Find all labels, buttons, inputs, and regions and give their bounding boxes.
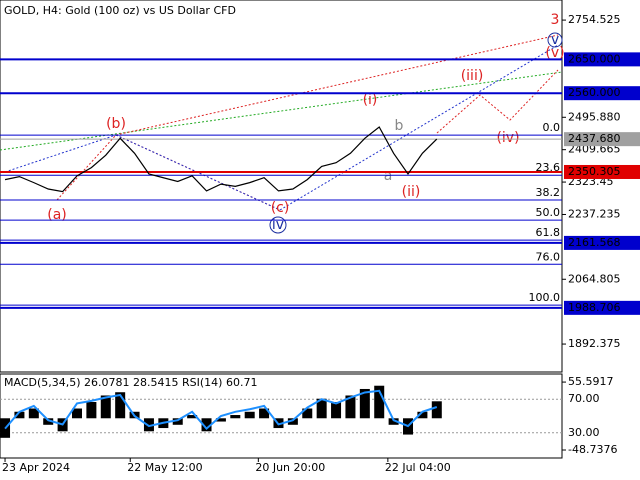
wave-label: (c) — [271, 200, 290, 216]
level-label: 2650.000 — [568, 52, 621, 65]
fib-label: 23.6 — [536, 161, 561, 174]
wave-label: (b) — [106, 116, 126, 132]
wave-label: a — [384, 168, 393, 184]
wave-label: iv — [272, 217, 284, 233]
x-tick-label: 22 Jul 04:00 — [385, 461, 451, 474]
wave-label: (iii) — [461, 68, 484, 84]
chart-title: GOLD, H4: Gold (100 oz) vs US Dollar CFD — [4, 4, 236, 17]
y-tick-label: 2495.880 — [568, 110, 621, 123]
y2-tick-label: 30.00 — [568, 426, 600, 439]
trend-line — [4, 134, 117, 173]
y-tick-label: 2064.805 — [568, 272, 621, 285]
y-tick-label: 55.5917 — [568, 375, 614, 388]
wave-label: 3 — [551, 12, 560, 28]
macd-bar — [215, 418, 226, 422]
rsi-line — [4, 389, 438, 431]
y-tick-label: 2237.235 — [568, 207, 621, 220]
macd-bar — [302, 408, 313, 419]
wave-label: (ii) — [402, 184, 421, 200]
macd-bar — [388, 418, 399, 425]
macd-bar — [316, 398, 327, 419]
x-tick-label: 23 Apr 2024 — [2, 461, 70, 474]
wave-circle — [547, 32, 563, 48]
trend-line — [0, 71, 563, 151]
macd-bar — [100, 395, 111, 419]
macd-bar — [187, 415, 198, 419]
level-label-box — [564, 52, 640, 67]
y-tick-label: 2754.525 — [568, 13, 621, 26]
trend-lines — [0, 34, 563, 211]
wave-label: (v) — [545, 45, 564, 61]
macd-bar — [14, 411, 25, 419]
level-label: 2350.305 — [568, 165, 621, 178]
macd-bar — [345, 395, 356, 419]
fib-label: 0.0 — [543, 121, 561, 134]
y2-tick-label: 70.00 — [568, 392, 600, 405]
macd-bar — [201, 418, 212, 432]
macd-bar — [28, 408, 39, 419]
macd-bar — [230, 415, 241, 419]
wave-label: (iv) — [496, 130, 519, 146]
level-label: 2560.000 — [568, 86, 621, 99]
level-label-box — [564, 86, 640, 101]
main-pane — [0, 0, 563, 373]
macd-bar — [71, 408, 82, 419]
trend-line — [436, 69, 559, 134]
sub-title: MACD(5,34,5) 26.0781 28.5415 RSI(14) 60.… — [4, 376, 257, 389]
trend-line — [56, 134, 117, 201]
macd-bar — [331, 402, 342, 419]
macd-bar — [244, 411, 255, 419]
price-line — [4, 126, 438, 193]
level-label: 2161.568 — [568, 236, 621, 249]
macd-bar — [431, 401, 442, 419]
macd-bar — [287, 418, 298, 425]
fib-label: 38.2 — [536, 186, 561, 199]
fib-label: 61.8 — [536, 226, 561, 239]
x-tick-label: 22 May 12:00 — [127, 461, 202, 474]
macd-bar — [172, 418, 183, 425]
trend-line — [279, 44, 559, 211]
macd-bar — [259, 408, 270, 419]
macd-bar — [374, 385, 385, 419]
macd-bar — [86, 402, 97, 419]
wave-label: (i) — [363, 92, 378, 108]
level-label: 1988.706 — [568, 301, 621, 314]
macd-bar — [43, 418, 54, 425]
wave-label: b — [395, 118, 404, 134]
macd-bar — [115, 392, 126, 419]
fib-label: 76.0 — [536, 250, 561, 263]
level-label-box — [564, 235, 640, 250]
level-label-box — [564, 132, 640, 147]
wave-label: v — [551, 32, 559, 48]
level-label-box — [564, 300, 640, 315]
fib-label: 50.0 — [536, 206, 561, 219]
trend-line — [115, 34, 559, 136]
macd-bar — [143, 418, 154, 432]
fib-label: 100.0 — [529, 291, 561, 304]
x-tick-label: 20 Jun 20:00 — [255, 461, 325, 474]
wave-circle — [269, 216, 287, 234]
y-tick-label: -48.7376 — [568, 443, 617, 456]
level-label: 2437.680 — [568, 132, 621, 145]
y-tick-label: 1892.375 — [568, 337, 621, 350]
level-label-box — [564, 164, 640, 179]
wave-label: (a) — [47, 207, 67, 223]
macd-bar — [359, 388, 370, 419]
macd-bar — [417, 411, 428, 419]
